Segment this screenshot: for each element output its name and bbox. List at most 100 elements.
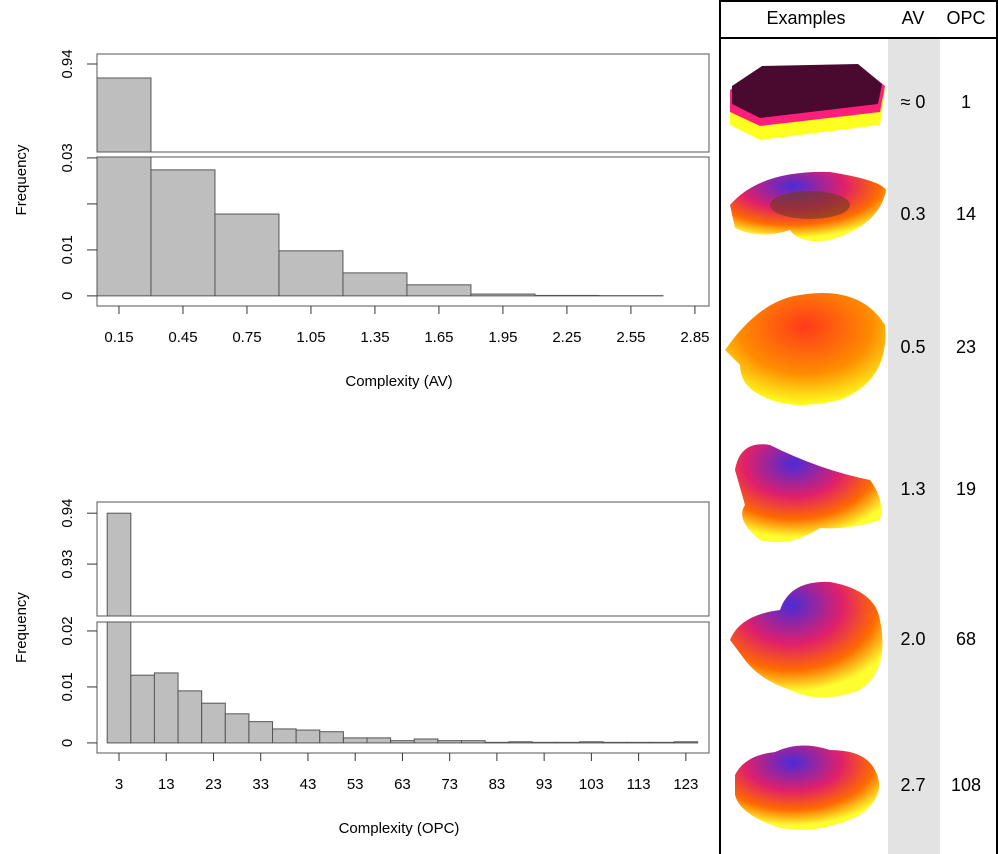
x-tick-label: 1.95 xyxy=(488,329,517,346)
x-tick-label: 3 xyxy=(115,776,123,793)
bar xyxy=(413,738,439,744)
example-image xyxy=(725,293,886,405)
bar xyxy=(106,512,132,616)
bar xyxy=(342,272,408,297)
bar xyxy=(366,737,392,744)
table-cell: ≈ 0 xyxy=(901,92,926,112)
bar xyxy=(248,721,274,744)
bar xyxy=(214,213,280,297)
panel xyxy=(106,622,699,744)
x-tick-label: 73 xyxy=(441,776,458,793)
panel-frame xyxy=(96,621,710,754)
x-tick-label: 1.35 xyxy=(360,329,389,346)
bar xyxy=(437,740,462,744)
table-header: OPC xyxy=(946,8,985,28)
y-tick-label: 0.01 xyxy=(59,235,76,264)
bar xyxy=(406,284,472,297)
bar xyxy=(508,741,533,744)
table-header: AV xyxy=(902,8,925,28)
bar xyxy=(460,740,486,744)
x-tick-label: 13 xyxy=(158,776,175,793)
y-tick-label: 0.93 xyxy=(59,549,76,578)
table-cell: 108 xyxy=(951,775,981,795)
bar xyxy=(579,741,604,744)
y-tick-label: 0.94 xyxy=(59,499,76,528)
bar xyxy=(150,169,216,297)
table-cell: 19 xyxy=(956,479,976,499)
panel xyxy=(97,157,664,297)
bar xyxy=(106,622,132,744)
table-header: Examples xyxy=(766,8,845,28)
y-tick-label: 0.01 xyxy=(59,672,76,701)
bar xyxy=(272,728,297,744)
x-axis-label: Complexity (AV) xyxy=(345,373,452,390)
bar xyxy=(673,741,699,744)
y-tick-label: 0.94 xyxy=(59,49,76,78)
x-tick-label: 33 xyxy=(252,776,269,793)
y-axis-label: Frequency xyxy=(13,592,30,663)
panel-frame xyxy=(96,501,710,617)
bar xyxy=(177,690,203,744)
bar xyxy=(470,293,536,297)
bar xyxy=(153,672,179,744)
bar xyxy=(555,741,581,744)
bar xyxy=(649,741,675,744)
x-tick-label: 103 xyxy=(579,776,604,793)
y-tick-label: 0 xyxy=(59,739,76,747)
table-cell: 0.5 xyxy=(900,337,925,357)
bar xyxy=(484,741,510,744)
x-axis-label: Complexity (OPC) xyxy=(339,820,460,837)
x-tick-label: 93 xyxy=(536,776,553,793)
table-cell: 68 xyxy=(956,629,976,649)
bar xyxy=(278,250,344,297)
bar xyxy=(97,77,152,152)
example-image xyxy=(735,444,882,543)
table-cell: 1.3 xyxy=(900,479,925,499)
x-tick-label: 23 xyxy=(205,776,222,793)
x-tick-label: 63 xyxy=(394,776,411,793)
av-column-bg xyxy=(888,38,940,854)
table-cell: 2.7 xyxy=(900,775,925,795)
x-tick-label: 2.25 xyxy=(552,329,581,346)
bar xyxy=(201,702,226,744)
bar xyxy=(295,729,321,744)
example-image xyxy=(735,745,880,830)
x-tick-label: 2.55 xyxy=(616,329,645,346)
panel xyxy=(106,512,132,616)
bar xyxy=(319,731,344,744)
bar xyxy=(342,737,368,744)
example-image xyxy=(730,171,886,242)
bar xyxy=(626,741,651,744)
x-tick-label: 0.15 xyxy=(104,329,133,346)
table-cell: 14 xyxy=(956,204,976,224)
x-tick-label: 2.85 xyxy=(680,329,709,346)
y-tick-label: 0 xyxy=(59,292,76,300)
y-tick-label: 0.03 xyxy=(59,143,76,172)
table-cell: 1 xyxy=(961,92,971,112)
example-image xyxy=(730,64,885,140)
table-cell: 0.3 xyxy=(900,204,925,224)
bar xyxy=(130,674,155,744)
bar xyxy=(390,740,415,744)
x-tick-label: 53 xyxy=(347,776,364,793)
bar xyxy=(224,713,250,744)
x-tick-label: 43 xyxy=(300,776,317,793)
bar xyxy=(602,741,628,744)
table-cell: 2.0 xyxy=(900,629,925,649)
bar xyxy=(97,157,152,297)
x-tick-label: 0.45 xyxy=(168,329,197,346)
y-tick-label: 0.02 xyxy=(59,616,76,645)
panel xyxy=(97,77,152,152)
x-tick-label: 123 xyxy=(673,776,698,793)
panel-frame xyxy=(96,156,710,307)
x-tick-label: 1.65 xyxy=(424,329,453,346)
bar xyxy=(531,741,557,744)
x-tick-label: 113 xyxy=(627,776,651,793)
x-tick-label: 0.75 xyxy=(232,329,261,346)
panel-frame xyxy=(96,53,710,153)
x-tick-label: 83 xyxy=(489,776,506,793)
y-axis-label: Frequency xyxy=(13,144,30,215)
example-image xyxy=(730,581,883,698)
table-cell: 23 xyxy=(956,337,976,357)
